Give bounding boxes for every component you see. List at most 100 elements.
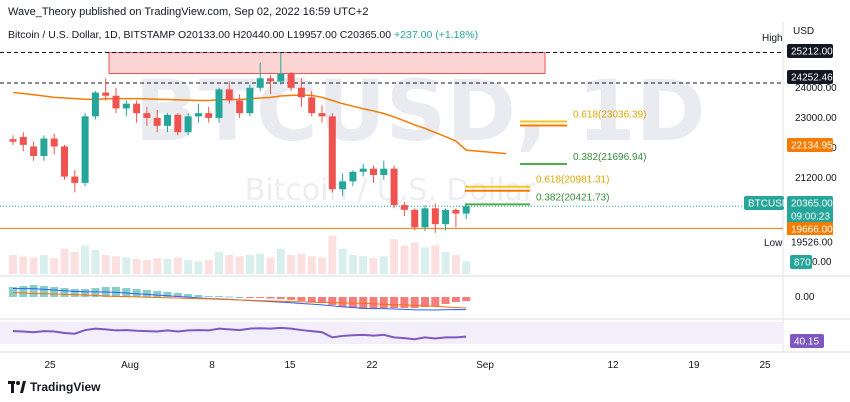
macd-histogram-bar: [307, 297, 316, 302]
candle-body: [267, 78, 274, 82]
ema-price-tag: 22134.95: [791, 141, 833, 152]
candle-body: [442, 209, 450, 225]
price-tick-label: 21200.00: [795, 173, 837, 184]
candle-body: [143, 113, 151, 118]
macd-histogram-bar: [142, 290, 151, 297]
candle-body: [308, 97, 316, 114]
time-axis-label: Sep: [476, 360, 494, 371]
volume-bar: [81, 245, 90, 274]
watermark-main: BTCUSD, 1D: [135, 62, 706, 160]
volume-bar: [101, 255, 110, 274]
macd-histogram-bar: [338, 297, 347, 307]
time-axis-label: 15: [284, 360, 296, 371]
volume-bar: [441, 251, 450, 274]
macd-histogram-bar: [9, 287, 17, 297]
candle-body: [81, 116, 89, 183]
volume-bar: [122, 257, 131, 274]
ema-line: [12, 91, 507, 155]
symbol-info: Bitcoin / U.S. Dollar, 1D, BITSTAMP O201…: [8, 29, 478, 41]
macd-histogram-bar: [70, 289, 79, 297]
price-change: +237.00 (+1.18%): [394, 29, 479, 41]
volume-bar: [173, 257, 182, 274]
volume-bar: [328, 236, 337, 274]
candle-body: [164, 114, 171, 126]
volume-tag-bg: [790, 255, 812, 269]
volume-bar: [204, 260, 213, 274]
macd-histogram-bar: [451, 297, 460, 302]
volume-bar: [410, 242, 419, 274]
volume-bar: [70, 251, 79, 274]
candle-body: [421, 208, 429, 228]
macd-histogram-bar: [39, 286, 48, 297]
low-label: Low: [764, 238, 783, 249]
candle-body: [215, 89, 223, 118]
candle-body: [256, 78, 264, 88]
candle-body: [174, 114, 182, 133]
macd-histogram-bar: [245, 297, 254, 298]
candle-body: [122, 103, 130, 109]
macd-histogram-bar: [91, 288, 100, 297]
volume-bar: [307, 256, 316, 274]
ohlc-values: O20133.00 H20440.00 L19957.00 C20365.00: [178, 29, 392, 41]
volume-bar: [431, 245, 440, 274]
volume-bar: [153, 258, 162, 274]
macd-histogram-bar: [235, 297, 244, 298]
macd-histogram-bar: [379, 297, 388, 308]
volume-bar: [390, 239, 399, 274]
fib-level-label: 0.382(20421.73): [536, 192, 609, 203]
macd-histogram-bar: [318, 297, 326, 303]
volume-bar: [215, 251, 223, 274]
candle-body: [390, 168, 398, 206]
tradingview-footer[interactable]: TradingView: [8, 380, 100, 394]
candle-body: [19, 136, 27, 145]
rsi-value-tag-bg: [790, 334, 824, 348]
volume-bar: [132, 258, 141, 274]
macd-histogram-bar: [132, 289, 141, 297]
candle-body: [370, 168, 377, 175]
volume-axis-label: 0.00: [812, 257, 832, 268]
time-axis-label: 19: [688, 360, 700, 371]
macd-histogram-bar: [441, 297, 450, 304]
symbol-tag-bg: [744, 196, 784, 210]
volume-bar: [318, 257, 326, 274]
volume-bar: [91, 249, 100, 274]
volume-bar: [225, 255, 234, 274]
macd-histogram-bar: [297, 297, 306, 301]
candle-body: [297, 87, 305, 98]
candle-body: [277, 73, 285, 82]
volume-bar: [276, 248, 285, 274]
footer-brand: TradingView: [30, 380, 101, 394]
volume-bar: [287, 255, 296, 274]
candle-body: [133, 103, 141, 114]
candle-body: [61, 146, 68, 177]
currency-label: USD: [793, 26, 814, 37]
macd-histogram-bar: [60, 288, 69, 297]
macd-histogram-bar: [287, 297, 296, 300]
candle-body: [380, 168, 388, 175]
candle-body: [462, 206, 470, 214]
volume-bar: [245, 255, 254, 274]
candle-body: [40, 138, 48, 156]
candle-body: [71, 176, 79, 183]
volume-bar: [60, 248, 69, 274]
macd-histogram-bar: [153, 291, 162, 297]
volume-bar: [235, 256, 244, 274]
support-price-tag: 19666.00: [791, 225, 833, 236]
candle-body: [184, 116, 192, 133]
volume-bar: [163, 258, 172, 274]
level-price-tag-bg: [787, 70, 833, 84]
macd-histogram-bar: [328, 297, 337, 305]
tradingview-logo-icon: [8, 381, 26, 393]
countdown-bg: [787, 209, 833, 223]
support-price-tag-bg: [787, 222, 833, 236]
candle-body: [318, 113, 326, 117]
macd-histogram-bar: [348, 297, 357, 308]
volume-bar: [112, 256, 120, 274]
high-price-tag-bg: [787, 44, 833, 58]
symbol-tag: BTCUSD: [748, 199, 789, 210]
macd-histogram-bar: [390, 297, 399, 308]
volume-bar: [421, 247, 429, 274]
macd-histogram-bar: [215, 296, 223, 297]
publisher-line: Wave_Theory published on TradingView.com…: [8, 6, 369, 18]
